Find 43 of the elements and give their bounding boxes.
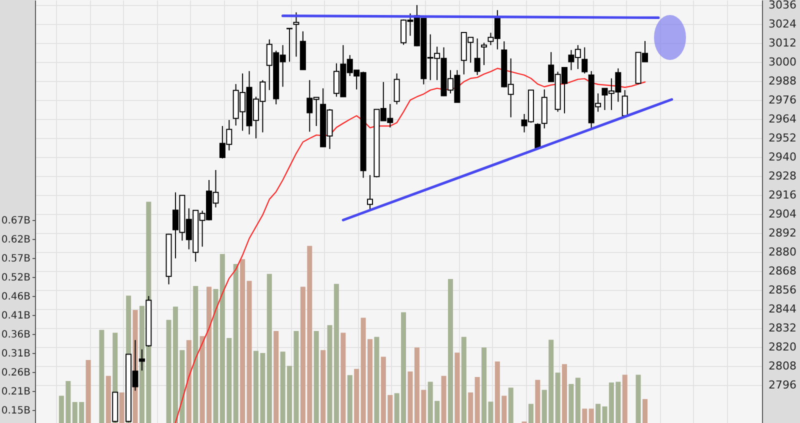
candlestick: [366, 174, 373, 210]
y-tick-label: 2856: [768, 284, 796, 297]
y2-tick-label: 0.62B: [1, 234, 31, 246]
y-tick-label: 2988: [768, 74, 796, 88]
line-series: [174, 68, 646, 423]
candlestick: [481, 42, 488, 66]
y2-tick-label: 0.26B: [1, 367, 31, 378]
y2-tick-label: 0.21B: [1, 386, 31, 398]
y-tick-label: 2868: [768, 264, 796, 278]
y-tick-label: 2844: [768, 302, 796, 316]
y2-tick-label: 0.36B: [1, 329, 31, 340]
candlestick: [293, 12, 300, 58]
candlestick: [286, 28, 293, 62]
y-tick-label: 2904: [768, 208, 796, 221]
candlestick: [622, 90, 628, 116]
candlestick: [138, 348, 145, 372]
candlestick: [474, 38, 480, 76]
candlestick: [534, 122, 541, 149]
y-tick-label: 2880: [768, 246, 796, 259]
y2-tick-label: 0.52B: [1, 272, 31, 284]
y2-tick-label: 0.31B: [1, 348, 31, 360]
y-tick-label: 3036: [768, 0, 796, 12]
y2-tick-label: 0.46B: [1, 291, 31, 302]
y2-tick-label: 0.15B: [1, 405, 31, 416]
y-tick-label: 3000: [768, 56, 796, 69]
y-tick-label: 3024: [768, 18, 796, 31]
y2-tick-label: 0.57B: [1, 253, 31, 264]
y-tick-label: 3012: [768, 36, 796, 50]
candlestick: [394, 72, 400, 105]
y-tick-label: 2832: [768, 322, 796, 335]
y-tick-label: 2964: [768, 112, 796, 126]
candlestick: [582, 46, 588, 74]
y2-tick-label: 0.41B: [1, 310, 31, 322]
y-tick-label: 2916: [768, 188, 796, 202]
y-tick-label: 2820: [768, 340, 796, 354]
y-tick-label: 2892: [768, 226, 796, 240]
y-tick-label: 2976: [768, 94, 796, 107]
y-tick-label: 2940: [768, 150, 796, 164]
y-tick-label: 2928: [768, 170, 796, 183]
y-tick-label: 2796: [768, 378, 796, 392]
y2-tick-label: 0.67B: [1, 215, 31, 226]
y-tick-label: 2952: [768, 132, 796, 145]
y-tick-label: 2808: [768, 360, 796, 373]
